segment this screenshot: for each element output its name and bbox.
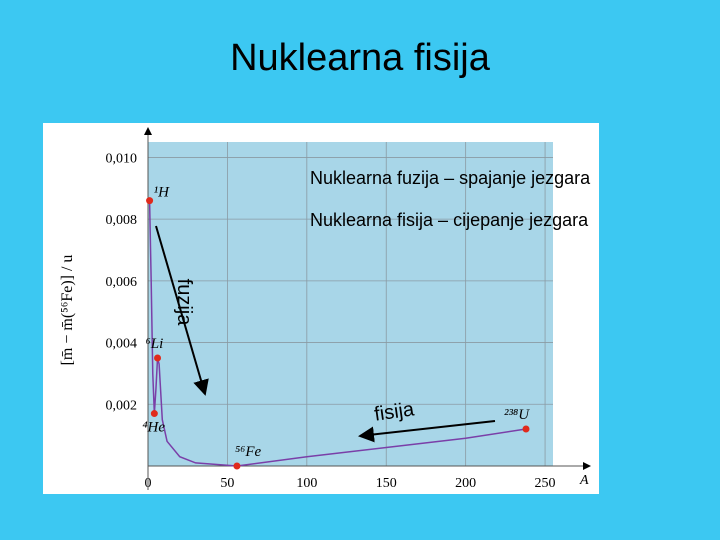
point-label: ¹H [154, 185, 170, 201]
point-label: ⁴He [142, 420, 165, 436]
x-tick-label: 150 [376, 476, 397, 491]
x-tick-label: 200 [455, 476, 476, 491]
plot-area [148, 142, 553, 466]
point-label: ⁵⁶Fe [235, 444, 262, 460]
x-tick-label: 100 [296, 476, 317, 491]
point [522, 425, 530, 433]
x-tick-label: 50 [220, 476, 234, 491]
y-tick-label: 0,006 [106, 275, 138, 290]
y-tick-label: 0,008 [106, 213, 138, 228]
slide-title: Nuklearna fisija [230, 37, 491, 79]
x-tick-label: 250 [535, 476, 556, 491]
point-label: ²³⁸U [504, 407, 530, 423]
y-tick-label: 0,010 [106, 151, 138, 166]
point [146, 197, 154, 205]
annotation: Nuklearna fisija – cijepanje jezgara [310, 210, 589, 230]
annotation: fuzija [173, 279, 195, 327]
y-tick-label: 0,002 [106, 398, 138, 413]
point [233, 462, 241, 470]
annotation: Nuklearna fuzija – spajanje jezgara [310, 168, 591, 188]
point [154, 354, 162, 362]
x-axis-label: A [579, 473, 589, 488]
arrow [155, 225, 209, 396]
point [150, 410, 158, 418]
point-label: ⁶Li [146, 336, 164, 352]
y-tick-label: 0,004 [106, 337, 138, 352]
curve [148, 200, 527, 467]
arrow [358, 420, 496, 443]
y-axis-label: [m̄ − m̄(⁵⁶Fe)] / u [59, 255, 76, 366]
